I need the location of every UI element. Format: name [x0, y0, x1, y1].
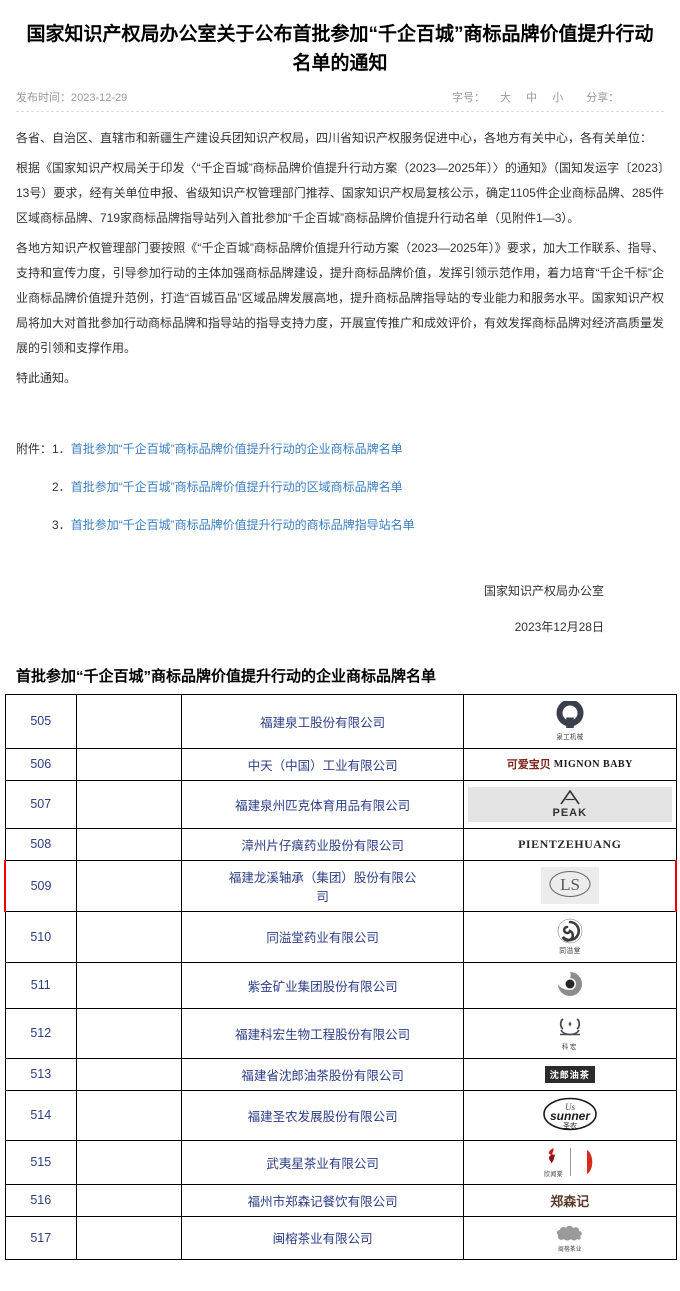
svg-text:LS: LS	[560, 875, 580, 894]
svg-text:圣农: 圣农	[563, 1121, 577, 1130]
svg-text:sunner: sunner	[550, 1109, 591, 1123]
